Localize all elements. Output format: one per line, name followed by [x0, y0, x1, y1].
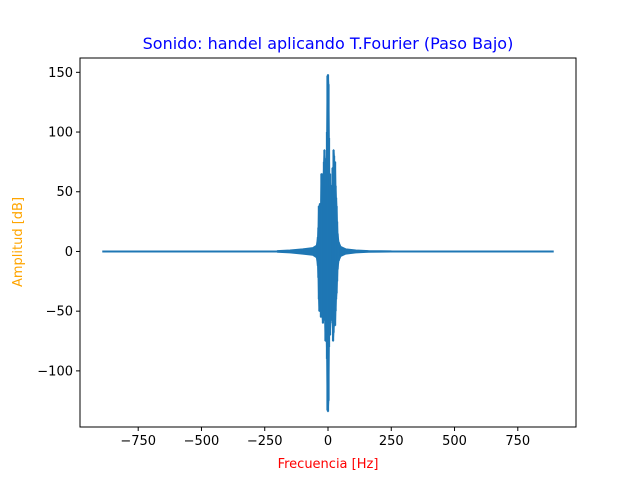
- x-tick-label: −750: [120, 434, 156, 449]
- y-tick-label: −50: [46, 305, 73, 320]
- y-tick-label: 150: [48, 66, 73, 81]
- y-axis-label: Amplitud [dB]: [11, 197, 26, 287]
- x-tick-label: −250: [247, 434, 283, 449]
- x-tick-label: 500: [442, 434, 467, 449]
- x-tick-label: 0: [324, 434, 332, 449]
- y-tick-label: 100: [48, 126, 73, 141]
- y-tick-label: 50: [56, 185, 73, 200]
- chart-title: Sonido: handel aplicando T.Fourier (Paso…: [143, 34, 514, 53]
- x-tick-label: 750: [505, 434, 530, 449]
- y-tick-label: 0: [65, 245, 73, 260]
- x-tick-label: 250: [379, 434, 404, 449]
- plot-area: [102, 73, 554, 413]
- y-axis: −100 −50 0 50 100 150: [37, 66, 80, 379]
- x-axis-label: Frecuencia [Hz]: [278, 457, 379, 472]
- y-tick-label: −100: [37, 364, 73, 379]
- x-tick-label: −500: [184, 434, 220, 449]
- x-axis: −750 −500 −250 0 250 500 750: [120, 427, 530, 449]
